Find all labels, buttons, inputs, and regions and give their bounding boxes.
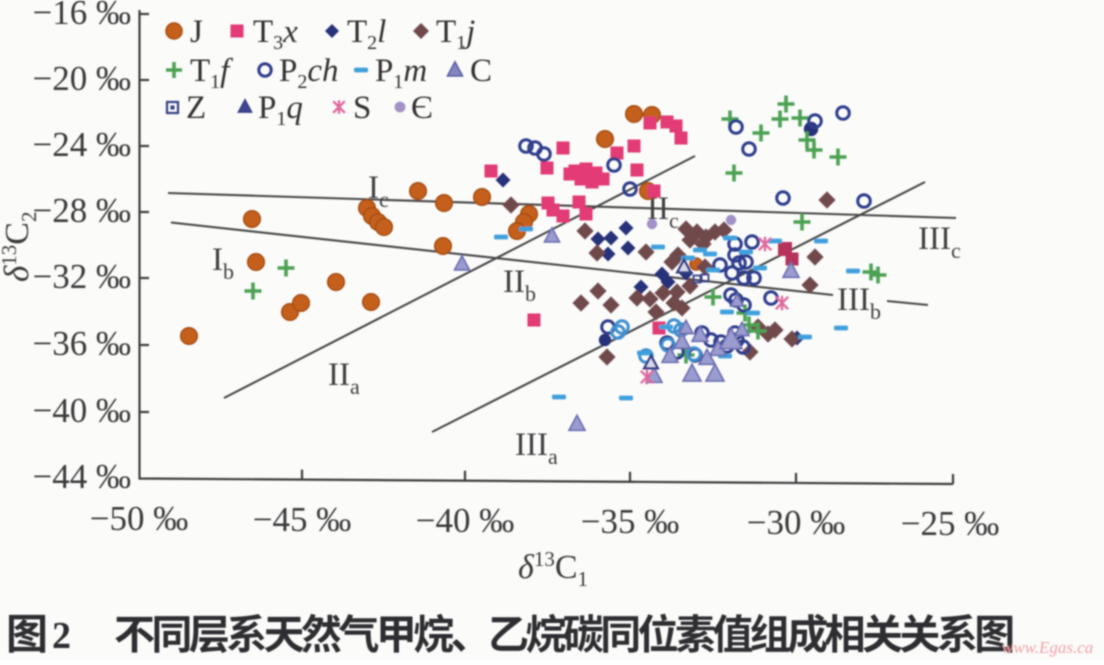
svg-text:T3x: T3x	[253, 14, 298, 54]
svg-text:www.Egas.ca: www.Egas.ca	[1002, 638, 1093, 657]
svg-text:C: C	[470, 53, 492, 89]
svg-text:−50 ‰: −50 ‰	[90, 499, 189, 538]
svg-text:P1q: P1q	[258, 90, 303, 130]
svg-text:T1j: T1j	[436, 14, 475, 54]
svg-text:−36 ‰: −36 ‰	[33, 324, 132, 363]
svg-text:J: J	[190, 14, 203, 50]
svg-text:δ13C2: δ13C2	[0, 212, 41, 282]
svg-text:δ13C1: δ13C1	[518, 547, 588, 591]
svg-text:−44 ‰: −44 ‰	[33, 457, 132, 496]
svg-text:−35 ‰: −35 ‰	[581, 502, 680, 541]
svg-text:−16 ‰: −16 ‰	[33, 0, 132, 32]
svg-text:−40 ‰: −40 ‰	[33, 391, 132, 430]
svg-text:−45 ‰: −45 ‰	[253, 500, 352, 539]
svg-text:T2l: T2l	[347, 14, 386, 54]
svg-text:Z: Z	[186, 90, 206, 126]
svg-text:S: S	[353, 90, 371, 126]
svg-text:P2ch: P2ch	[279, 53, 339, 93]
svg-text:−30 ‰: −30 ‰	[747, 503, 846, 542]
svg-text:Є: Є	[411, 90, 433, 126]
svg-text:−20 ‰: −20 ‰	[33, 59, 132, 98]
svg-text:2: 2	[52, 615, 71, 657]
svg-text:−28 ‰: −28 ‰	[33, 191, 132, 230]
svg-text:−40 ‰: −40 ‰	[416, 501, 515, 540]
svg-text:P1m: P1m	[375, 53, 427, 93]
svg-text:−24 ‰: −24 ‰	[33, 125, 132, 164]
svg-text:−25 ‰: −25 ‰	[901, 504, 1000, 543]
svg-text:−32 ‰: −32 ‰	[33, 257, 132, 296]
